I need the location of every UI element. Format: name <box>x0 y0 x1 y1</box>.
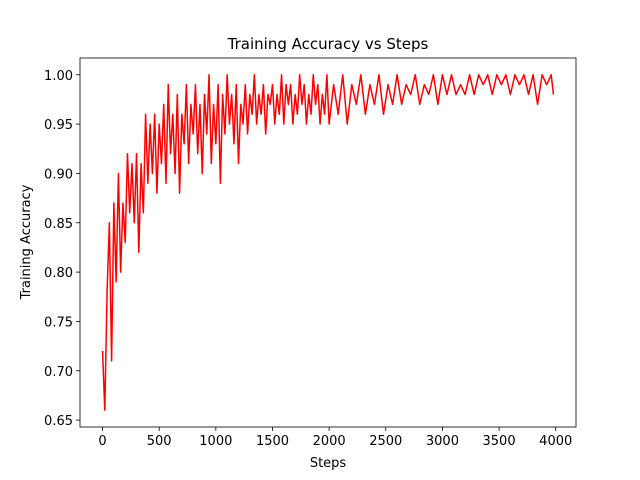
y-tick-label: 0.65 <box>44 414 73 429</box>
y-tick-label: 1.00 <box>44 69 73 84</box>
x-tick-label: 1500 <box>256 434 289 449</box>
x-tick-label: 2000 <box>313 434 346 449</box>
x-tick-label: 3000 <box>426 434 459 449</box>
y-tick-label: 0.75 <box>44 315 73 330</box>
data-line <box>101 74 555 411</box>
y-tick-label: 0.85 <box>44 217 73 232</box>
y-tick-label: 0.90 <box>44 167 73 182</box>
plot-frame <box>79 57 577 428</box>
x-tick-label: 4000 <box>539 434 572 449</box>
x-tick-label: 1000 <box>199 434 232 449</box>
y-tick-label: 0.70 <box>44 365 73 380</box>
y-tick-label: 0.80 <box>44 266 73 281</box>
y-axis-label: Training Accuracy <box>19 184 34 300</box>
x-axis-label: Steps <box>310 456 347 471</box>
y-tick-label: 0.95 <box>44 118 73 133</box>
x-tick-label: 3500 <box>483 434 516 449</box>
chart-title: Training Accuracy vs Steps <box>227 35 429 53</box>
x-tick-label: 2500 <box>369 434 402 449</box>
x-tick-label: 0 <box>98 434 106 449</box>
x-tick-label: 500 <box>147 434 172 449</box>
